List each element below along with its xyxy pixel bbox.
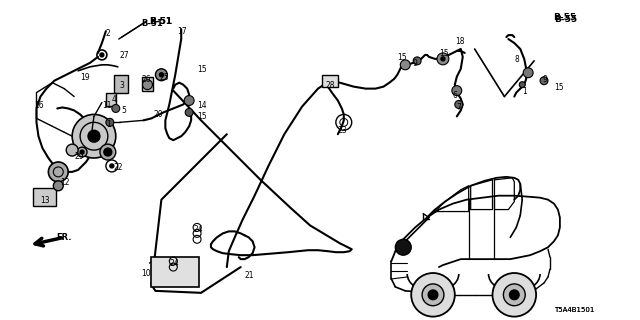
- Circle shape: [184, 96, 194, 106]
- Text: 18: 18: [455, 37, 464, 46]
- Text: B-51: B-51: [150, 17, 173, 26]
- Circle shape: [493, 273, 536, 316]
- Circle shape: [66, 144, 78, 156]
- Text: 28: 28: [326, 81, 335, 90]
- Circle shape: [53, 181, 63, 191]
- Circle shape: [77, 147, 87, 157]
- Circle shape: [49, 162, 68, 182]
- Circle shape: [452, 86, 461, 96]
- Bar: [33, 188, 56, 206]
- Text: B-55: B-55: [554, 15, 577, 24]
- Text: 13: 13: [40, 196, 50, 205]
- Text: 12: 12: [60, 178, 70, 187]
- Circle shape: [156, 69, 167, 81]
- Circle shape: [110, 164, 114, 168]
- Text: T5A4B1501: T5A4B1501: [554, 307, 595, 313]
- Circle shape: [412, 273, 455, 316]
- Circle shape: [509, 290, 519, 300]
- Circle shape: [159, 73, 163, 77]
- Circle shape: [396, 239, 412, 255]
- Text: 10: 10: [141, 269, 151, 278]
- Text: 24: 24: [193, 225, 203, 235]
- Text: 4: 4: [112, 95, 116, 104]
- Circle shape: [100, 144, 116, 160]
- Text: 6: 6: [453, 91, 458, 100]
- Text: 9: 9: [412, 59, 417, 68]
- Circle shape: [100, 53, 104, 57]
- Circle shape: [428, 290, 438, 300]
- Circle shape: [504, 284, 525, 306]
- Text: 26: 26: [141, 75, 151, 84]
- Circle shape: [519, 82, 525, 88]
- Circle shape: [112, 105, 120, 112]
- Text: 15: 15: [439, 49, 449, 58]
- Circle shape: [104, 148, 112, 156]
- Circle shape: [413, 57, 421, 65]
- Text: 16: 16: [35, 100, 44, 109]
- Circle shape: [441, 57, 445, 61]
- Text: 3: 3: [120, 81, 125, 90]
- Text: 11: 11: [102, 100, 111, 109]
- Text: FR.: FR.: [56, 233, 72, 242]
- Bar: [322, 75, 338, 87]
- Text: 17: 17: [177, 27, 187, 36]
- Circle shape: [400, 60, 410, 70]
- Text: 15: 15: [197, 65, 207, 74]
- Text: 1: 1: [106, 120, 111, 129]
- Text: B-55: B-55: [553, 13, 576, 22]
- Circle shape: [88, 130, 100, 142]
- Circle shape: [72, 114, 116, 158]
- Text: 29: 29: [74, 152, 84, 161]
- Text: 21: 21: [244, 271, 254, 280]
- Circle shape: [143, 80, 152, 90]
- Text: 25: 25: [159, 73, 169, 82]
- Text: 14: 14: [197, 100, 207, 109]
- Text: 7: 7: [457, 102, 461, 111]
- Text: B-51: B-51: [150, 17, 173, 26]
- Text: 15: 15: [554, 83, 564, 92]
- Text: 19: 19: [80, 73, 90, 82]
- Text: 15: 15: [397, 53, 407, 62]
- Text: 23: 23: [338, 126, 348, 135]
- Text: 15: 15: [197, 112, 207, 121]
- Text: 27: 27: [120, 51, 129, 60]
- Circle shape: [80, 150, 84, 154]
- Text: 9: 9: [542, 75, 547, 84]
- Text: T5A4B1501: T5A4B1501: [554, 307, 595, 313]
- Bar: [141, 77, 154, 91]
- Bar: [152, 257, 199, 287]
- Text: B-51: B-51: [141, 19, 163, 28]
- Bar: [114, 75, 128, 92]
- Circle shape: [540, 77, 548, 85]
- Circle shape: [437, 53, 449, 65]
- Text: 2: 2: [106, 29, 111, 38]
- Text: 20: 20: [154, 110, 163, 119]
- Text: 8: 8: [515, 55, 519, 64]
- Bar: [106, 92, 116, 107]
- Text: 22: 22: [114, 163, 124, 172]
- Text: 1: 1: [522, 87, 527, 96]
- Circle shape: [422, 284, 444, 306]
- Circle shape: [455, 100, 463, 108]
- Circle shape: [106, 118, 114, 126]
- Circle shape: [185, 108, 193, 116]
- Circle shape: [524, 68, 533, 78]
- Text: 5: 5: [122, 107, 127, 116]
- Text: 24: 24: [170, 259, 179, 268]
